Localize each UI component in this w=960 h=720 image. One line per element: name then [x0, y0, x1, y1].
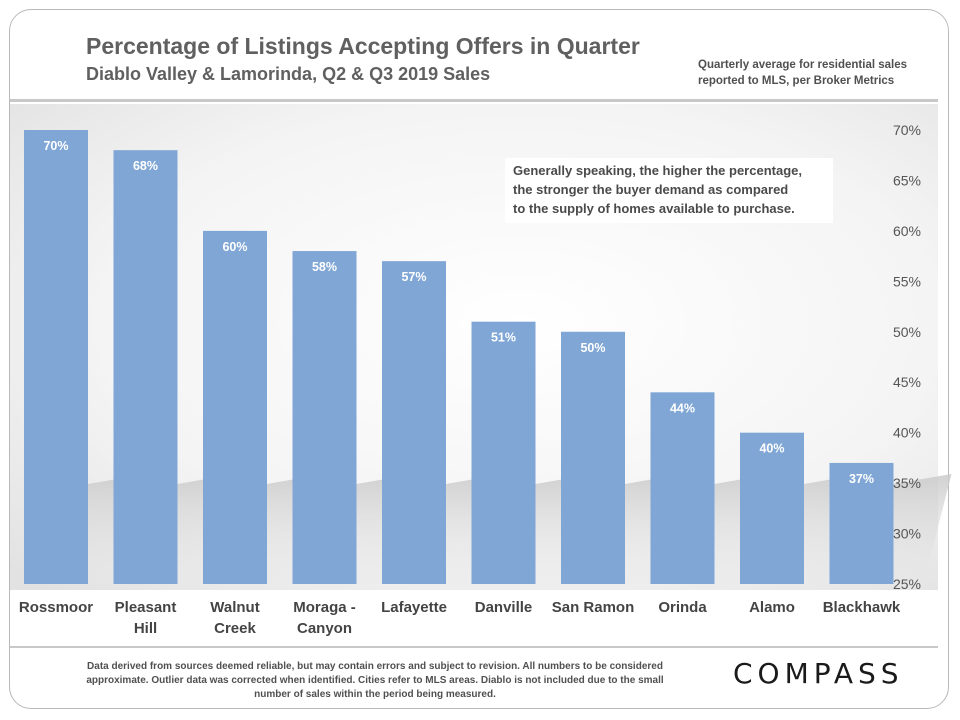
y-tick-label: 40%	[893, 425, 921, 441]
disclaimer-line-1: Data derived from sources deemed reliabl…	[87, 661, 663, 672]
bar-value-label: 60%	[222, 240, 247, 254]
y-tick-label: 25%	[893, 576, 921, 592]
callout-line-1: Generally speaking, the higher the perce…	[513, 163, 802, 178]
x-tick-label-line: Orinda	[658, 599, 707, 616]
x-tick-label-line: Lafayette	[381, 599, 447, 616]
bar-walnut-creek	[203, 230, 267, 584]
callout-line-2: the stronger the buyer demand as compare…	[513, 182, 789, 197]
y-tick-label: 55%	[893, 273, 921, 289]
bar-pleasant-hill	[113, 150, 178, 584]
x-tick-label-line: Pleasant	[114, 599, 177, 616]
y-axis-ticks: 25% 30% 35% 40% 45% 50% 55% 60% 65% 70%	[893, 122, 921, 592]
x-tick-label-line: Blackhawk	[822, 599, 901, 616]
disclaimer-line-2: approximate. Outlier data was corrected …	[86, 675, 664, 686]
chart-subtitle: Diablo Valley & Lamorinda, Q2 & Q3 2019 …	[86, 64, 491, 84]
x-tick-label: Orinda	[628, 597, 738, 618]
bar-value-label: 44%	[670, 401, 695, 415]
x-tick-label: Danville	[449, 597, 559, 618]
source-note-line-2: reported to MLS, per Broker Metrics	[698, 75, 895, 87]
x-tick-label-line: Danville	[474, 599, 533, 616]
x-tick-label-line: Rossmoor	[18, 599, 94, 616]
y-tick-label: 45%	[893, 374, 921, 390]
x-tick-label-line: San Ramon	[551, 599, 635, 616]
y-tick-label: 35%	[893, 475, 921, 491]
bar-alamo	[740, 432, 804, 584]
bar-shadow	[893, 474, 952, 584]
x-tick-label: Rossmoor	[1, 597, 111, 618]
y-tick-label: 60%	[893, 223, 921, 239]
bar-value-label: 57%	[401, 270, 426, 284]
callout-line-3: to the supply of homes available to purc…	[513, 201, 795, 216]
y-tick-label: 65%	[893, 172, 921, 188]
chart-title: Percentage of Listings Accepting Offers …	[86, 33, 640, 59]
bar-rossmoor	[24, 130, 88, 584]
disclaimer-line-3: number of sales within the period being …	[254, 689, 496, 700]
annotation-callout: Generally speaking, the higher the perce…	[505, 158, 833, 223]
y-tick-label: 30%	[893, 526, 921, 542]
compass-logo: COMPASS	[733, 657, 904, 690]
bars	[24, 130, 894, 585]
x-tick-label: Moraga - Canyon	[270, 597, 380, 639]
x-tick-label: San Ramon	[538, 597, 648, 618]
y-tick-label: 50%	[893, 324, 921, 340]
bar-danville	[471, 321, 536, 584]
bar-lafayette	[382, 261, 446, 584]
x-tick-label: Alamo	[717, 597, 827, 618]
x-tick-label: Lafayette	[359, 597, 469, 618]
bar-blackhawk	[829, 462, 894, 584]
source-note: Quarterly average for residential sales …	[698, 57, 928, 89]
bar-value-label: 37%	[849, 472, 874, 486]
bar-orinda	[650, 392, 715, 584]
bar-value-label: 58%	[312, 260, 337, 274]
x-tick-label-line: Creek	[214, 620, 256, 637]
x-tick-label: Pleasant Hill	[91, 597, 201, 639]
bar-value-label: 70%	[43, 139, 68, 153]
x-tick-label-line: Moraga -	[293, 599, 356, 616]
x-tick-label-line: Canyon	[296, 620, 352, 637]
y-tick-label: 70%	[893, 122, 921, 138]
x-tick-label: Walnut Creek	[180, 597, 290, 639]
source-note-line-1: Quarterly average for residential sales	[698, 59, 908, 71]
bar-value-labels: 70% 68% 60% 58% 57% 51% 50% 44% 40% 37%	[43, 139, 874, 486]
x-tick-label: Blackhawk	[807, 597, 917, 618]
bar-san-ramon	[561, 331, 625, 584]
bar-value-label: 50%	[580, 341, 605, 355]
x-tick-label-line: Alamo	[749, 599, 795, 616]
bar-value-label: 68%	[133, 159, 158, 173]
x-tick-label-line: Walnut	[210, 599, 260, 616]
x-tick-label-line: Hill	[133, 620, 158, 637]
bar-value-label: 40%	[759, 442, 784, 456]
bar-moraga-canyon	[292, 251, 357, 585]
disclaimer: Data derived from sources deemed reliabl…	[40, 660, 710, 702]
header-divider	[10, 99, 938, 102]
footer-divider	[10, 646, 938, 648]
bar-value-label: 51%	[491, 331, 516, 345]
